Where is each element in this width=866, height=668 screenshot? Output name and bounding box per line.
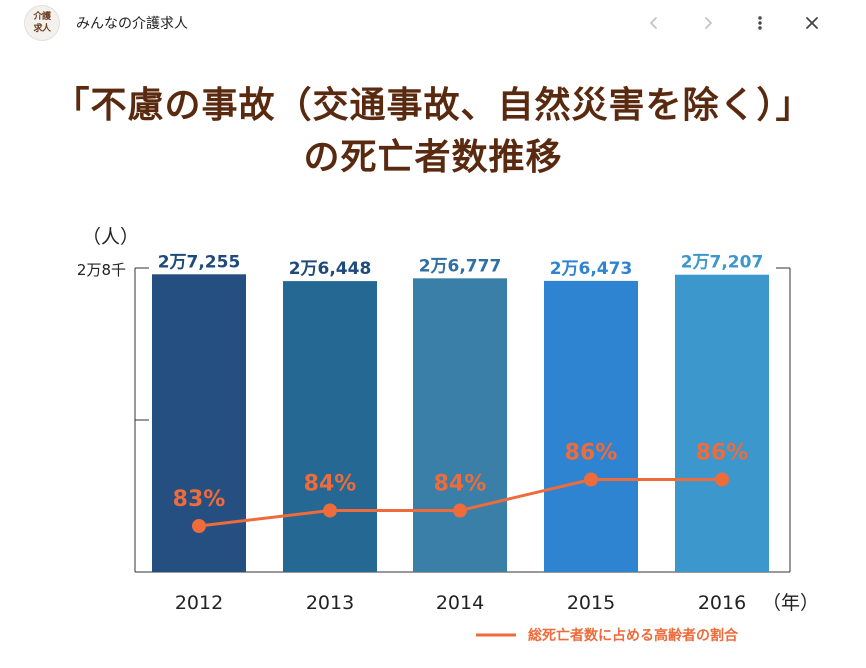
more-vertical-icon <box>758 16 762 30</box>
app-title: みんなの介護求人 <box>76 16 188 32</box>
forward-button[interactable] <box>692 7 724 39</box>
x-tick-label-2016: 2016 <box>698 592 746 614</box>
chart-title-line2: の死亡者数推移 <box>303 137 563 178</box>
x-axis-unit: （年） <box>762 592 819 614</box>
chevron-left-icon <box>650 17 657 29</box>
chart-title: 「不慮の事故（交通事故、自然災害を除く）」 の死亡者数推移 <box>0 80 866 184</box>
ratio-label-2012: 83% <box>173 487 226 512</box>
bar-2013 <box>283 281 377 572</box>
ratio-label-2013: 84% <box>304 472 357 497</box>
close-button[interactable] <box>796 7 828 39</box>
y-tick-label: 2万8千 <box>77 261 126 279</box>
ratio-label-2016: 86% <box>696 441 749 466</box>
more-menu-button[interactable] <box>744 7 776 39</box>
ratio-point-2015 <box>584 472 598 487</box>
close-icon <box>806 17 818 29</box>
ratio-point-2012 <box>192 519 206 533</box>
legend-entry-elderly-ratio: 総死亡者数に占める高齢者の割合 <box>528 627 739 644</box>
ratio-label-2014: 84% <box>434 472 487 497</box>
chart-title-line1: 「不慮の事故（交通事故、自然災害を除く）」 <box>53 85 813 126</box>
bar-value-label-2013: 2万6,448 <box>289 259 372 279</box>
x-tick-label-2012: 2012 <box>175 592 223 614</box>
ratio-label-2015: 86% <box>565 441 618 466</box>
x-tick-label-2014: 2014 <box>436 592 484 614</box>
bar-2016 <box>675 274 769 572</box>
logo-text-line1: 介護 <box>33 12 51 22</box>
bar-value-label-2016: 2万7,207 <box>681 253 764 273</box>
top-bar: 介護 求人 みんなの介護求人 <box>0 0 866 46</box>
bar-value-label-2012: 2万7,255 <box>158 252 241 272</box>
logo-text-line2: 求人 <box>33 24 51 34</box>
x-tick-label-2015: 2015 <box>567 592 615 614</box>
ratio-point-2016 <box>715 472 729 487</box>
bar-2015 <box>544 280 638 572</box>
y-axis-label: （人） <box>82 226 139 248</box>
bar-value-label-2015: 2万6,473 <box>550 259 633 279</box>
app-logo[interactable]: 介護 求人 <box>24 5 60 41</box>
chevron-right-icon <box>705 17 712 29</box>
back-button[interactable] <box>638 7 670 39</box>
bar-2014 <box>413 278 507 572</box>
x-tick-label-2013: 2013 <box>306 592 354 614</box>
ratio-point-2014 <box>453 503 467 518</box>
ratio-point-2013 <box>323 503 337 518</box>
bar-value-label-2014: 2万6,777 <box>419 256 502 276</box>
